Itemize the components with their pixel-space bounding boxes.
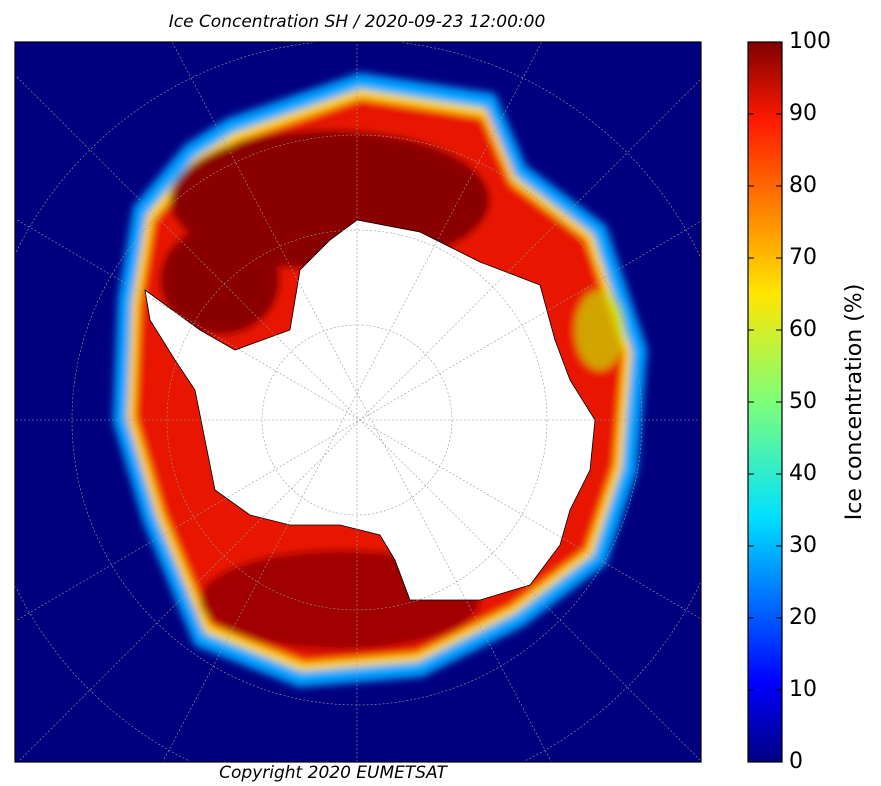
copyright: Copyright 2020 EUMETSAT: [219, 763, 448, 783]
map-title: Ice Concentration SH / 2020-09-23 12:00:…: [169, 12, 546, 32]
colorbar-tick-label: 50: [789, 389, 817, 414]
map: [15, 42, 701, 762]
colorbar-tick-label: 0: [789, 749, 803, 774]
colorbar-tick-label: 100: [789, 29, 831, 54]
colorbar-tick-label: 70: [789, 245, 817, 270]
colorbar-tick-label: 80: [789, 173, 817, 198]
map-frame: [14, 41, 702, 763]
colorbar-tick-label: 40: [789, 461, 817, 486]
graticule: [15, 42, 701, 762]
colorbar-label: Ice concentration (%): [842, 284, 867, 521]
antarctica: [144, 219, 596, 601]
colorbar-tick-label: 60: [789, 317, 817, 342]
colorbar-tick-label: 90: [789, 101, 817, 126]
colorbar-tick-label: 10: [789, 677, 817, 702]
colorbar-tick-label: 20: [789, 605, 817, 630]
colorbar-tick-label: 30: [789, 533, 817, 558]
